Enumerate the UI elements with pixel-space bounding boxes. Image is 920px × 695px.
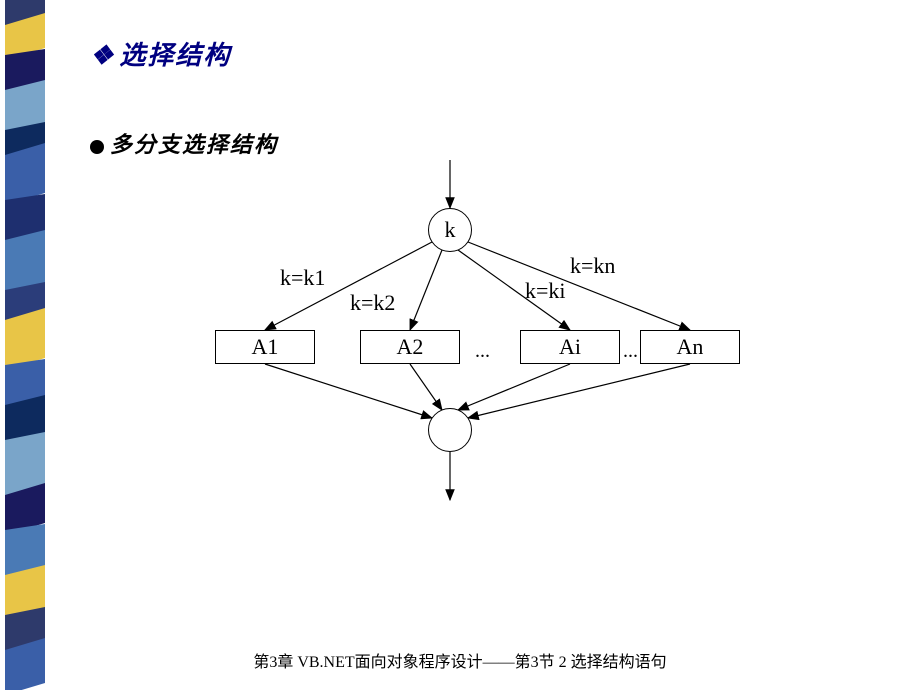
main-content: ❖选择结构 多分支选择结构 <box>90 35 900 159</box>
page-title: ❖选择结构 <box>90 35 900 72</box>
branch-box-an: An <box>640 330 740 364</box>
merge-node <box>428 408 472 452</box>
subtitle-text: 多分支选择结构 <box>110 132 278 157</box>
edge-label: k=k1 <box>280 265 325 291</box>
section-subtitle: 多分支选择结构 <box>90 127 900 159</box>
slide-footer: 第3章 VB.NET面向对象程序设计——第3节 2 选择结构语句 <box>0 648 920 672</box>
circle-bullet-icon <box>90 140 104 154</box>
title-text: 选择结构 <box>119 41 231 70</box>
edge-label: k=kn <box>570 253 615 279</box>
branch-box-ai: Ai <box>520 330 620 364</box>
flowchart-diagram: k A1 A2 Ai An...... k=k1 k=k2 k=kik=kn <box>70 160 870 540</box>
footer-text: 第3章 VB.NET面向对象程序设计——第3节 2 选择结构语句 <box>253 654 666 671</box>
flowchart-svg <box>70 160 870 540</box>
decision-node-k: k <box>428 208 472 252</box>
edge-label: k=ki <box>525 278 566 304</box>
branch-box-a2: A2 <box>360 330 460 364</box>
diamond-bullet-icon: ❖ <box>90 41 115 71</box>
branch-box-a1: A1 <box>215 330 315 364</box>
ellipsis: ... <box>623 340 638 363</box>
edge-label: k=k2 <box>350 290 395 316</box>
ellipsis: ... <box>475 340 490 363</box>
decorative-sidebar <box>0 0 60 690</box>
